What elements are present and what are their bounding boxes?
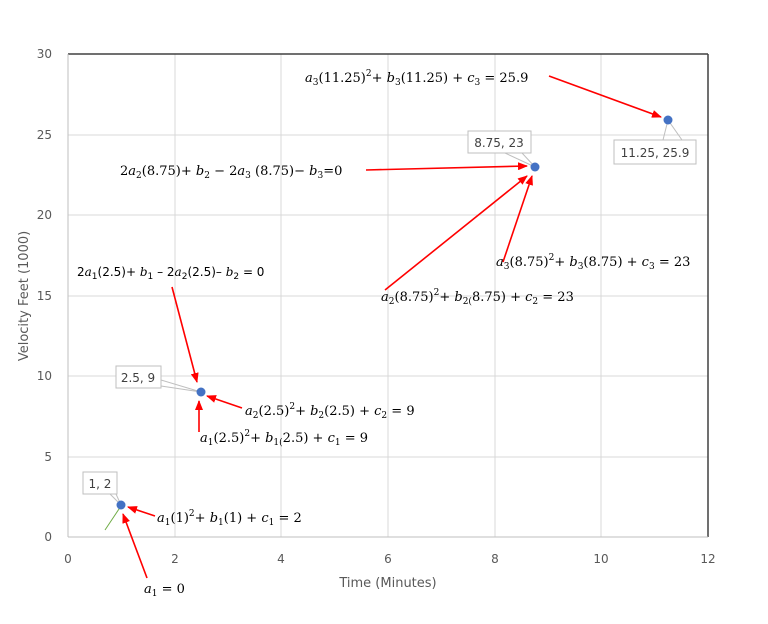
equation-annotations: a3(11.25)2+ b3(11.25) + c3 = 25.9 2a2(8.…: [77, 69, 690, 599]
eq-deriv-8-75: 2a2(8.75)+ b2 − 2a3 (8.75)− b3=0: [120, 164, 342, 181]
svg-text:1, 2: 1, 2: [89, 477, 112, 491]
x-axis-title: Time (Minutes): [338, 576, 436, 591]
data-point[interactable]: [116, 500, 126, 510]
y-tick: 25: [37, 128, 52, 142]
eq-a2-8-75: a2(8.75)2+ b2(8.75) + c2 = 23: [381, 288, 574, 307]
y-axis-title: Velocity Feet (1000): [17, 231, 32, 361]
eq-a1-2-5: a1(2.5)2+ b1(2.5) + c1 = 9: [200, 429, 368, 448]
data-points: [116, 115, 673, 510]
eq-a3-8-75: a3(8.75)2+ b3(8.75) + c3 = 23: [496, 253, 690, 272]
y-tick: 15: [37, 289, 52, 303]
y-axis-ticks: 0 5 10 15 20 25 30: [37, 47, 52, 544]
eq-a3-11-25: a3(11.25)2+ b3(11.25) + c3 = 25.9: [305, 69, 528, 88]
y-tick: 0: [44, 530, 52, 544]
eq-deriv-2-5: 2a1(2.5)+ b1 – 2a2(2.5)– b2 = 0: [77, 265, 264, 282]
data-point[interactable]: [196, 387, 206, 397]
x-tick: 8: [491, 552, 499, 566]
eq-a1-zero: a1 = 0: [144, 582, 185, 599]
y-tick: 20: [37, 208, 52, 222]
data-point[interactable]: [530, 162, 540, 172]
eq-a2-2-5: a2(2.5)2+ b2(2.5) + c2 = 9: [245, 402, 415, 421]
y-tick: 30: [37, 47, 52, 61]
svg-text:8.75, 23: 8.75, 23: [474, 136, 524, 150]
y-tick: 5: [44, 450, 52, 464]
data-point[interactable]: [663, 115, 673, 125]
trend-line-stub: [104, 505, 122, 531]
plot-frame: [67, 53, 709, 538]
x-tick: 6: [384, 552, 392, 566]
x-tick: 4: [277, 552, 285, 566]
y-tick: 10: [37, 369, 52, 383]
x-tick: 2: [171, 552, 179, 566]
data-label-2-5-9: 2.5, 9: [115, 365, 202, 393]
data-label-1-2: 1, 2: [82, 471, 122, 506]
data-label-11-25-25-9: 11.25, 25.9: [613, 118, 697, 165]
x-tick: 12: [700, 552, 715, 566]
annotation-arrows: [122, 75, 662, 579]
eq-a1-1: a1(1)2+ b1(1) + c1 = 2: [157, 509, 302, 528]
gridlines: [68, 54, 708, 537]
x-tick: 0: [64, 552, 72, 566]
svg-text:2.5, 9: 2.5, 9: [121, 371, 155, 385]
x-axis-ticks: 0 2 4 6 8 10 12: [64, 552, 715, 566]
data-label-8-75-23: 8.75, 23: [467, 130, 536, 168]
x-tick: 10: [593, 552, 608, 566]
svg-text:11.25, 25.9: 11.25, 25.9: [621, 146, 690, 160]
